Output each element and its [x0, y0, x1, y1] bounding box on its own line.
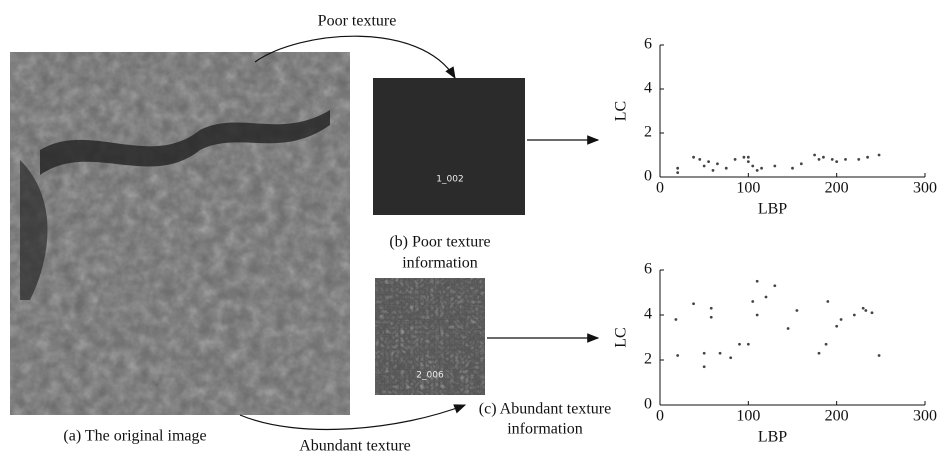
point	[862, 307, 865, 310]
point	[703, 352, 706, 355]
point	[835, 160, 838, 163]
x-tick-label: 200	[825, 408, 849, 425]
y-tick-label: 2	[644, 124, 652, 141]
point	[787, 327, 790, 330]
point	[716, 162, 719, 165]
arrow-label: Poor texture	[318, 13, 397, 30]
point	[710, 316, 713, 319]
point	[822, 156, 825, 159]
point	[747, 343, 750, 346]
point	[719, 352, 722, 355]
caption: (c) Abundant texture	[479, 401, 611, 418]
point	[751, 300, 754, 303]
poor-texture-image: 1_002	[373, 78, 525, 215]
point	[871, 311, 874, 314]
x-tick-label: 100	[736, 180, 760, 197]
abundant-texture-image: 2_006	[375, 278, 485, 395]
y-tick-label: 0	[644, 396, 652, 413]
x-axis-title: LBP	[758, 429, 787, 446]
caption: (b) Poor texture	[389, 234, 490, 251]
point	[866, 156, 869, 159]
point	[844, 158, 847, 161]
point	[756, 280, 759, 283]
point	[818, 352, 821, 355]
point	[710, 307, 713, 310]
y-tick-label: 6	[644, 261, 652, 278]
original-image	[10, 52, 350, 415]
caption: information	[507, 421, 583, 438]
y-tick-label: 0	[644, 168, 652, 185]
point	[760, 167, 763, 170]
caption: (a) The original image	[63, 428, 206, 445]
y-tick-label: 6	[644, 36, 652, 53]
y-tick-label: 2	[644, 351, 652, 368]
y-axis-title: LC	[613, 101, 630, 121]
x-tick-label: 100	[736, 408, 760, 425]
image-tag: 1_002	[436, 175, 463, 185]
point	[791, 167, 794, 170]
point	[751, 165, 754, 168]
point	[773, 165, 776, 168]
point	[756, 314, 759, 317]
y-axis-title: LC	[613, 327, 630, 347]
x-axis-title: LBP	[758, 201, 787, 218]
figure: 1_002 2_006 Poor texture Abundant textur…	[0, 0, 946, 457]
point	[738, 343, 741, 346]
caption: information	[402, 255, 478, 272]
point	[692, 302, 695, 305]
point	[857, 158, 860, 161]
point	[743, 156, 746, 159]
point	[747, 156, 750, 159]
point	[675, 318, 678, 321]
x-tick-label: 0	[656, 408, 664, 425]
point	[818, 158, 821, 161]
x-tick-label: 200	[825, 180, 849, 197]
point	[840, 318, 843, 321]
point	[692, 156, 695, 159]
arrow-label: Abundant texture	[299, 438, 411, 455]
point	[676, 171, 679, 174]
point	[703, 165, 706, 168]
point	[729, 356, 732, 359]
x-tick-label: 0	[656, 180, 664, 197]
x-tick-label: 300	[913, 408, 937, 425]
point	[734, 158, 737, 161]
point	[864, 309, 867, 312]
point	[725, 167, 728, 170]
point	[707, 160, 710, 163]
point	[796, 309, 799, 312]
point	[712, 169, 715, 172]
point	[703, 365, 706, 368]
point	[853, 314, 856, 317]
point	[756, 169, 759, 172]
image-tag: 2_006	[416, 371, 444, 381]
point	[800, 162, 803, 165]
y-tick-label: 4	[644, 306, 652, 323]
y-tick-label: 4	[644, 80, 652, 97]
point	[825, 343, 828, 346]
point	[698, 158, 701, 161]
point	[676, 354, 679, 357]
x-tick-label: 300	[913, 180, 937, 197]
point	[773, 284, 776, 287]
point	[747, 160, 750, 163]
point	[826, 300, 829, 303]
point	[878, 154, 881, 157]
point	[831, 158, 834, 161]
point	[835, 325, 838, 328]
point	[676, 167, 679, 170]
point	[765, 296, 768, 299]
point	[813, 154, 816, 157]
point	[878, 354, 881, 357]
